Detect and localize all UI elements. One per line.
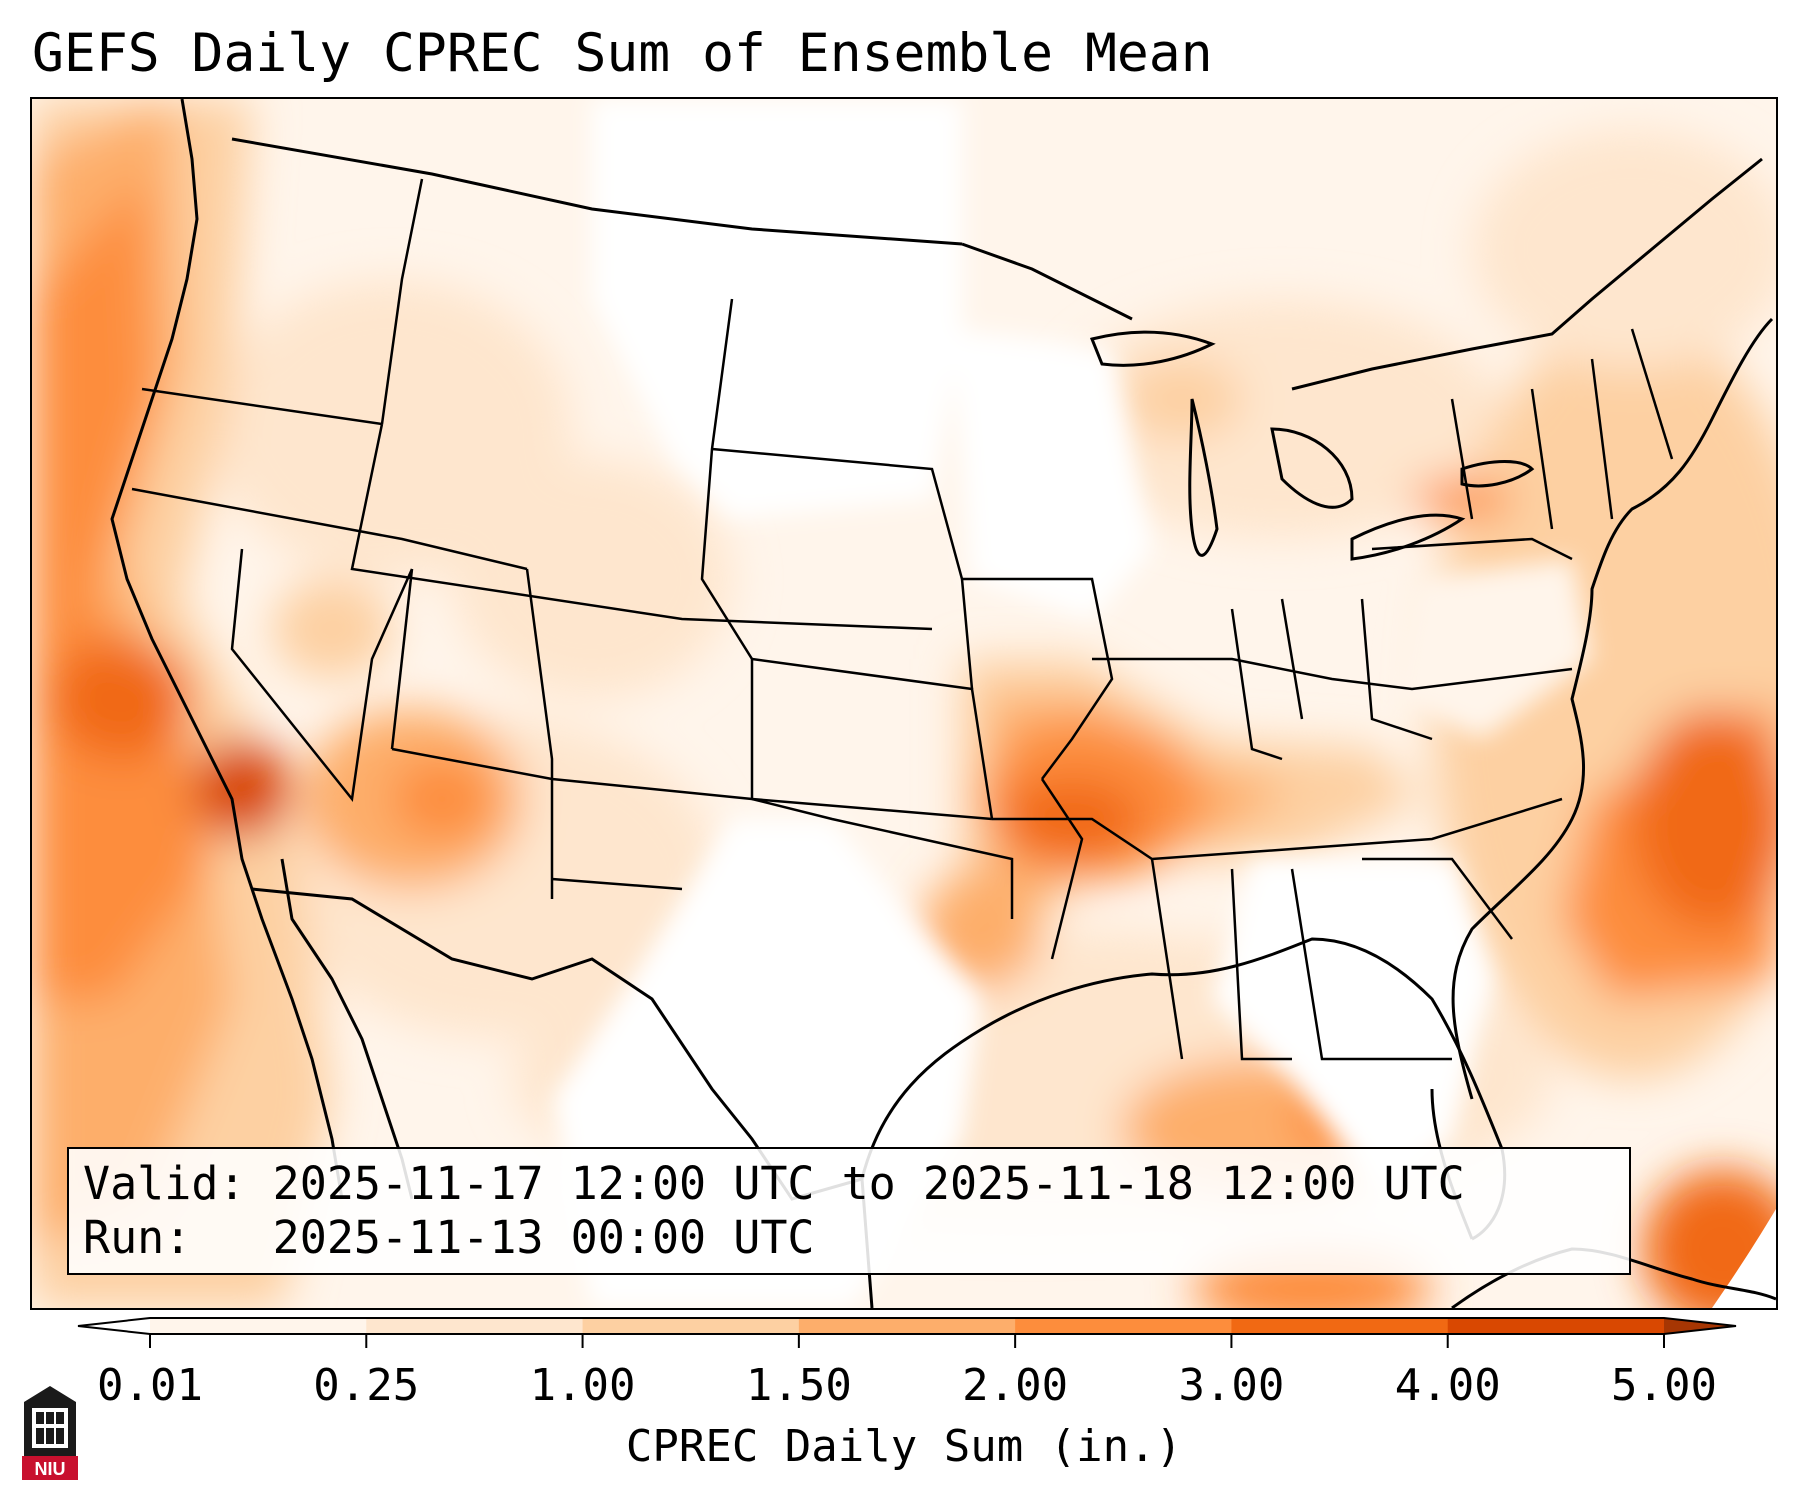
colorbar-tick-label: 4.00 (1394, 1360, 1501, 1411)
valid-value: 2025-11-17 12:00 UTC to 2025-11-18 12:00… (272, 1157, 1465, 1210)
university-tower-icon: NIU (22, 1386, 78, 1480)
precipitation-map (30, 97, 1778, 1310)
colorbar (77, 1317, 1737, 1348)
colorbar-segment (1447, 1318, 1665, 1334)
colorbar-tick-label: 5.00 (1611, 1360, 1717, 1411)
colorbar-tick-label: 2.00 (962, 1360, 1069, 1411)
colorbar-tick-label: 3.00 (1178, 1360, 1285, 1411)
run-value: 2025-11-13 00:00 UTC (272, 1211, 815, 1264)
colorbar-segment (582, 1318, 800, 1334)
state-borders (131, 178, 1674, 1061)
colorbar-segment (150, 1318, 367, 1334)
valid-row: Valid: 2025-11-17 12:00 UTC to 2025-11-1… (83, 1157, 1629, 1211)
colorbar-segment (1231, 1318, 1449, 1334)
precip-shading (32, 99, 1776, 1308)
valid-label: Valid: (83, 1157, 246, 1210)
colorbar-extend-high (1664, 1318, 1736, 1334)
colorbar-segment (798, 1318, 1016, 1334)
colorbar-extend-low (78, 1318, 150, 1334)
colorbar-tick-label: 1.50 (745, 1360, 852, 1411)
logo-text: NIU (35, 1459, 66, 1479)
colorbar-tick-label: 0.25 (313, 1360, 420, 1411)
coastlines (110, 99, 1776, 1308)
run-label: Run: (83, 1211, 192, 1264)
colorbar-label: CPREC Daily Sum (in.) (625, 1421, 1183, 1472)
page-title: GEFS Daily CPREC Sum of Ensemble Mean (32, 23, 1213, 84)
colorbar-segment (366, 1318, 584, 1334)
valid-run-info-box: Valid: 2025-11-17 12:00 UTC to 2025-11-1… (67, 1147, 1631, 1275)
colorbar-segment (1015, 1318, 1232, 1334)
great-lakes (1089, 330, 1535, 561)
colorbar-tick-label: 1.00 (529, 1360, 636, 1411)
run-row: Run: 2025-11-13 00:00 UTC (83, 1211, 1629, 1265)
colorbar-tick-label: 0.01 (97, 1360, 203, 1411)
